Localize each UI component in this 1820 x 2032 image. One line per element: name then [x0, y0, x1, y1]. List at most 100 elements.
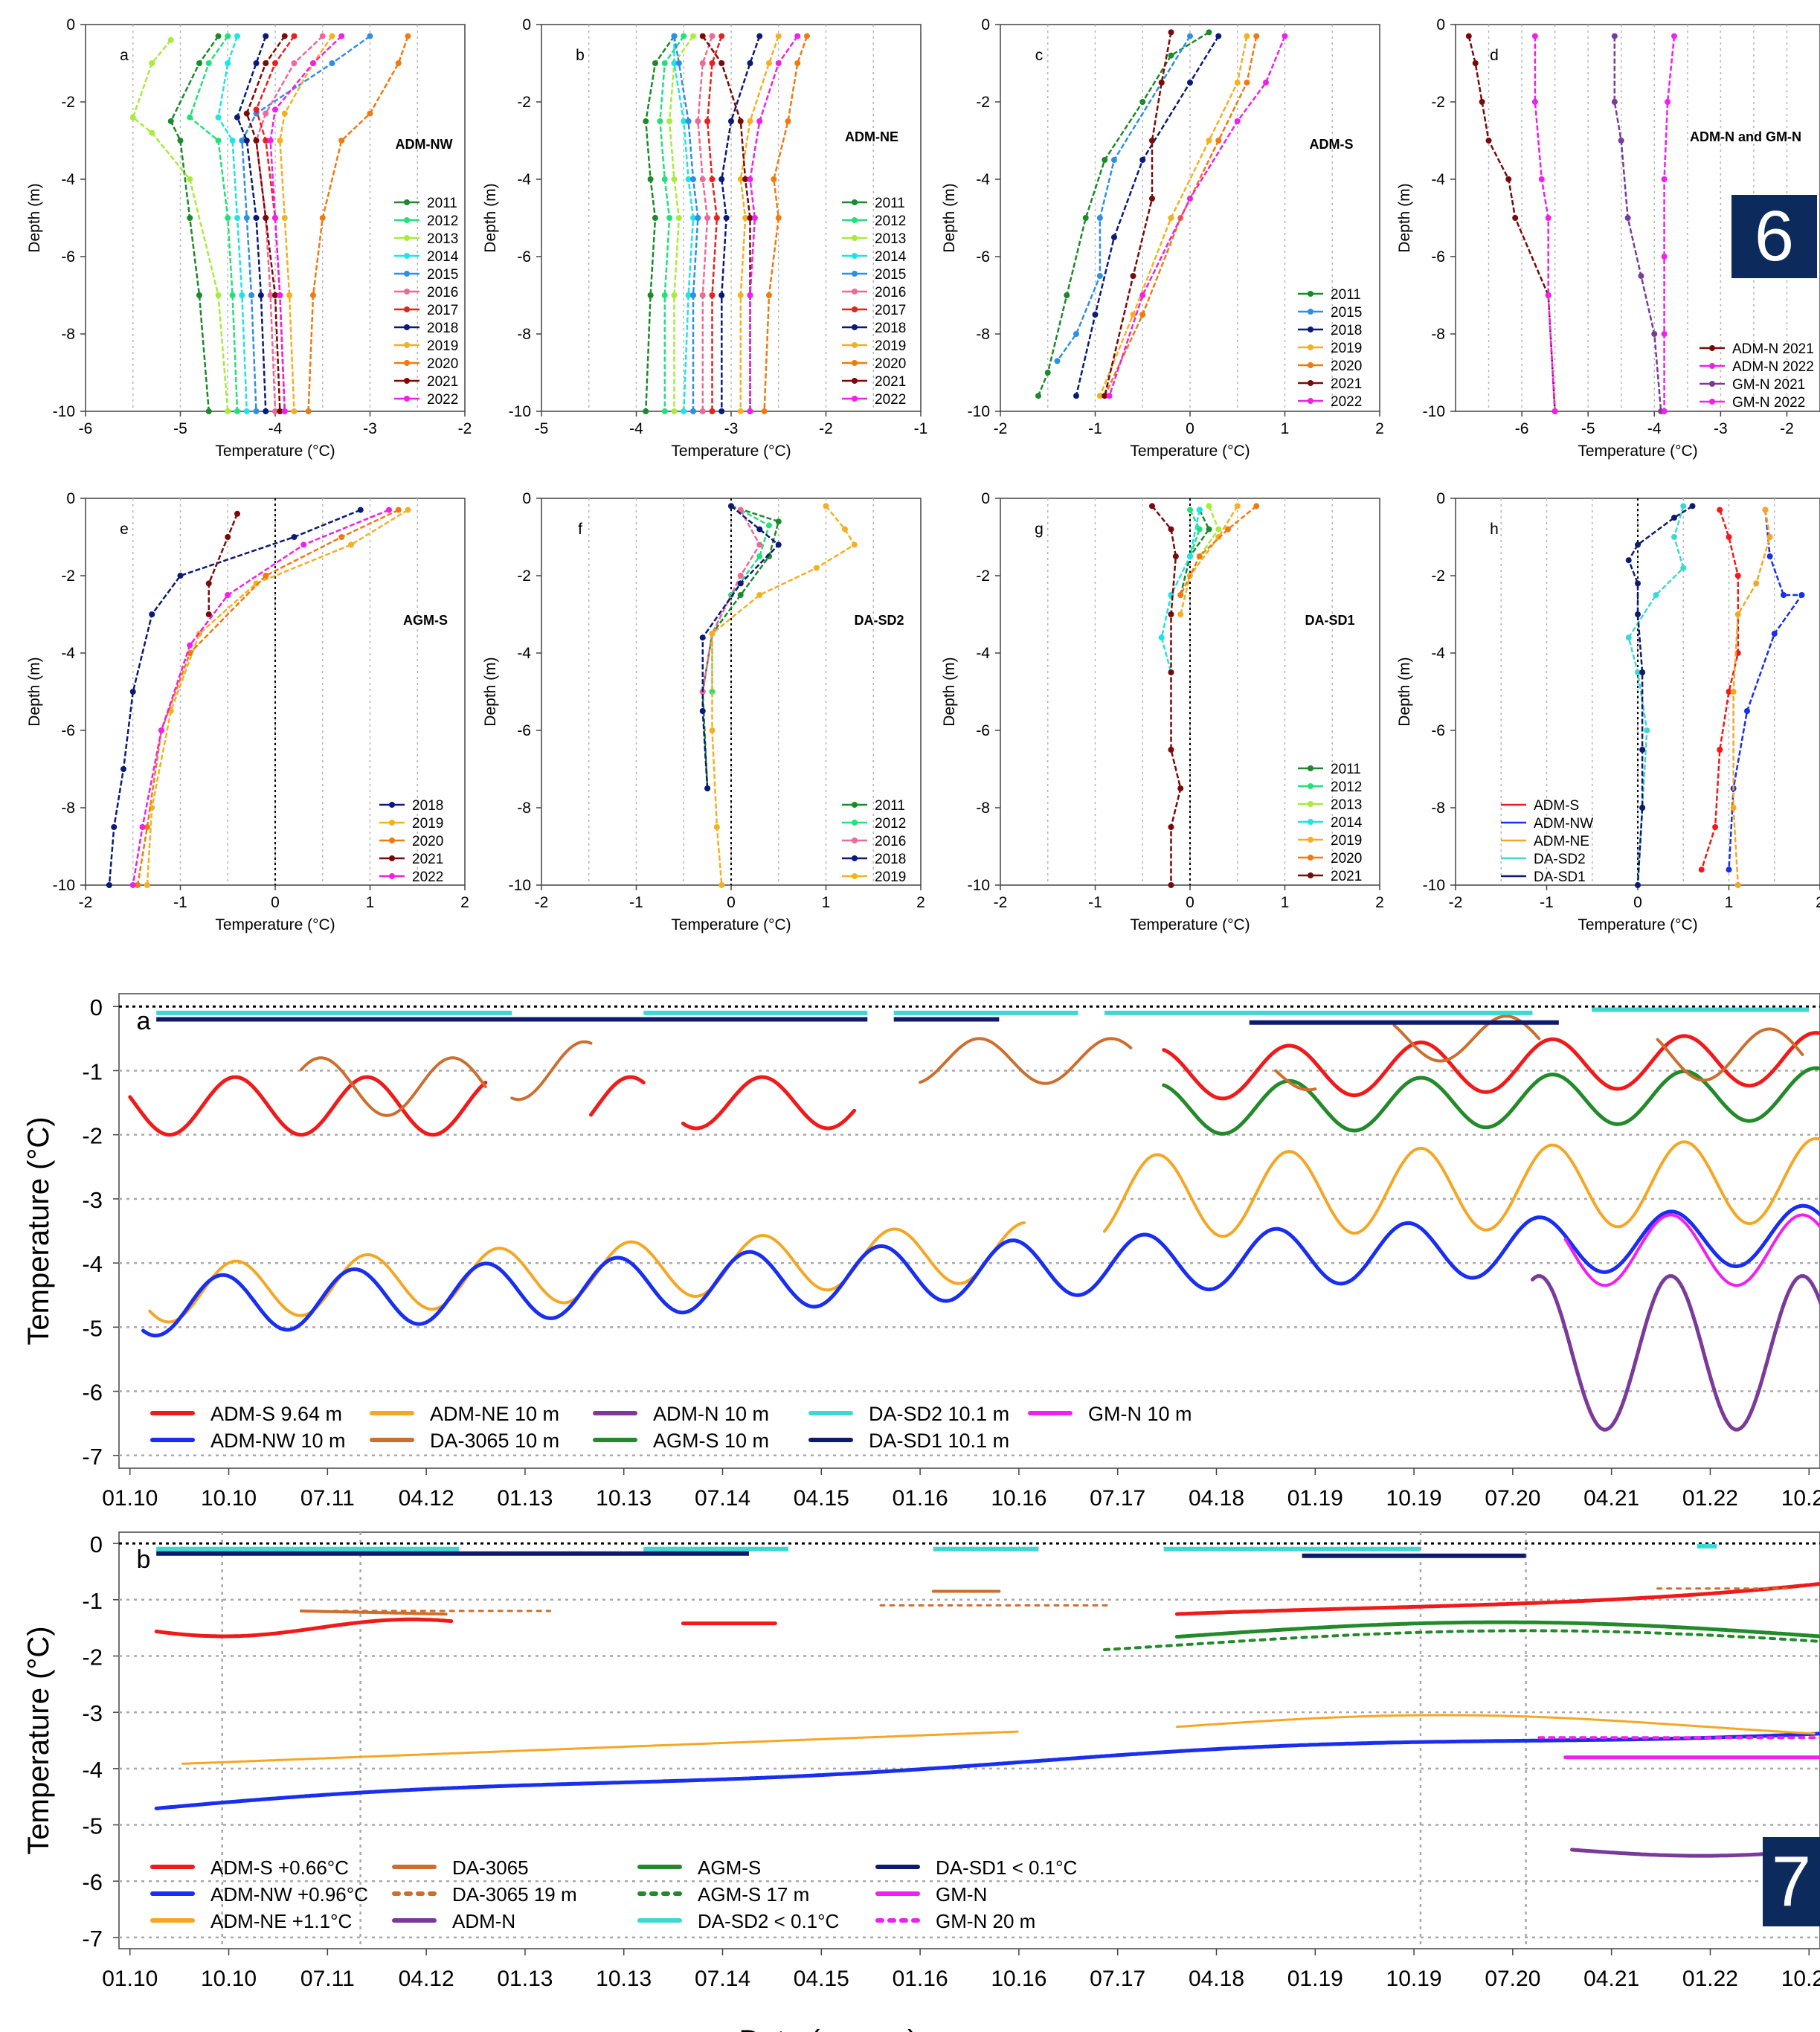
profile-panel-e-data-point [338, 534, 345, 540]
profile-panel-f-data-point [737, 592, 744, 598]
profile-panel-b-legend-marker [852, 253, 858, 259]
timeseries-panel-a-xtick-label: 01.10 [102, 1486, 158, 1511]
profile-panel-h-data-point [1671, 515, 1677, 521]
profile-panel-b-data-point [671, 176, 678, 182]
profile-panel-c-series-line [1075, 35, 1220, 396]
profile-panel-f-data-point [737, 580, 744, 587]
profile-panel-b-legend-label: 2013 [875, 231, 906, 247]
timeseries-panel-b-xtick-label: 01.10 [102, 1967, 158, 1991]
profile-panel-g-ytick-label: -10 [968, 877, 990, 894]
profile-panel-a-data-point [367, 33, 373, 39]
profile-panel-b-legend-label: 2014 [875, 249, 907, 265]
profile-panel-f-ytick-label: -4 [517, 645, 531, 662]
profile-panel-d-letter: d [1490, 47, 1499, 64]
profile-panel-c-ytick-label: -4 [976, 171, 990, 188]
profile-panel-a-data-point [215, 292, 222, 298]
profile-panel-e-data-point [106, 882, 112, 888]
profile-panel-h-ytick-label: -6 [1431, 722, 1445, 739]
profile-panel-a-data-point [225, 215, 231, 221]
profile-panel-e-data-point [234, 510, 240, 517]
profile-panel-a-legend-marker [404, 378, 410, 384]
profile-panel-b-data-point [751, 215, 758, 221]
profile-panel-f-data-point [851, 541, 858, 548]
profile-panel-f-data-point [704, 785, 711, 791]
profile-panel-g-legend-label: 2013 [1331, 797, 1362, 813]
timeseries-panel-a-xtick-label: 04.18 [1189, 1486, 1244, 1511]
profile-panel-g-data-point [1168, 669, 1174, 675]
profile-panel-c-data-point [1282, 33, 1288, 39]
profile-panel-g-legend-marker [1308, 837, 1313, 843]
profile-panel-c-data-point [1096, 273, 1103, 279]
profile-panel-a-data-point [319, 215, 326, 221]
profile-panel-g-data-point [1177, 785, 1184, 791]
profile-panel-b-ytick-label: 0 [522, 16, 531, 33]
profile-panel-c-data-point [1244, 80, 1250, 86]
profile-panel-a-data-point [291, 33, 298, 39]
profile-panel-f-data-point [709, 631, 716, 637]
figure-number-badge-7: 7 [1763, 1837, 1820, 1926]
profile-panel-a-legend-marker [404, 199, 410, 205]
profile-panel-g-data-point [1196, 507, 1203, 513]
profile-panel-b-data-point [695, 215, 701, 221]
timeseries-panel-b-ytick-label: -5 [82, 1813, 103, 1839]
profile-panel-a-legend-label: 2011 [427, 196, 457, 211]
profile-panel-e-ytick-label: -2 [61, 568, 75, 585]
series-da-3065-line [299, 1609, 448, 1616]
profile-panel-g-ytick-label: -4 [976, 645, 990, 662]
profile-panel-b-data-point [657, 118, 663, 124]
profile-panel-c-data-point [1064, 292, 1070, 298]
profile-panel-a-data-point [253, 138, 260, 144]
profile-panel-b-legend-marker [852, 360, 858, 366]
profile-panel-b-xtick-label: -1 [914, 420, 928, 437]
profile-panel-d-x-axis-title: Temperature (°C) [1578, 443, 1697, 460]
profile-panel-e-y-axis-title: Depth (m) [26, 657, 43, 726]
timeseries-panel-a-xtick-label: 01.13 [497, 1486, 553, 1511]
profile-panel-c-data-point [1106, 393, 1113, 399]
timeseries-panel-b-legend-label: ADM-NE +1.1°C [210, 1910, 352, 1932]
profile-panel-h-data-point [1726, 534, 1732, 540]
timeseries-panel-a-xtick-label: 10.13 [596, 1486, 652, 1511]
timeseries-panel-a-ytick-label: -5 [82, 1315, 103, 1341]
profile-panel-g-series-line [1180, 505, 1258, 596]
profile-panel-h-data-point [1798, 592, 1805, 598]
profile-panel-h-data-point [1766, 534, 1773, 540]
profile-panel-b-data-point [666, 215, 673, 221]
profile-panel-a-data-point [243, 215, 250, 221]
profile-panel-b-data-point [699, 292, 706, 298]
profile-panel-d-data-point [1661, 331, 1668, 337]
profile-panel-c-data-point [1234, 118, 1241, 124]
profile-panel-h-legend-label: DA-SD1 [1534, 869, 1586, 885]
timeseries-panel-a-xtick-label: 07.11 [300, 1486, 355, 1511]
profile-panel-g-data-point [1168, 824, 1174, 830]
profile-panel-a-legend-label: 2014 [427, 249, 459, 265]
profile-panel-g-ytick-label: 0 [981, 490, 990, 507]
profile-panel-f-ytick-label: -2 [517, 568, 531, 585]
timeseries-panel-a-xtick-label: 10.16 [991, 1486, 1046, 1511]
profile-panel-a-data-point [272, 408, 278, 414]
profile-panel-a-xtick-label: -3 [363, 420, 377, 437]
profile-panel-c-data-point [1244, 33, 1250, 39]
profile-panel-a-xtick-label: -2 [458, 420, 472, 437]
timeseries-panel-a-ytick-label: -7 [82, 1444, 103, 1470]
profile-panel-a-data-point [177, 138, 184, 144]
profile-panel-c-data-point [1096, 215, 1103, 221]
profile-panel-h-data-point [1644, 727, 1650, 733]
profile-panel-h-data-point [1781, 592, 1787, 598]
profile-panel-a-data-point [187, 114, 193, 120]
profile-panel-a-data-point [263, 215, 269, 221]
timeseries-panel-a-legend-label: AGM-S 10 m [653, 1430, 769, 1452]
timeseries-panel-b-xtick-label: 04.12 [399, 1967, 454, 1991]
profile-panel-f-data-point [842, 526, 848, 533]
series-adm-nw-line [141, 1203, 1820, 1338]
profile-panel-b-data-point [766, 292, 772, 298]
profile-panel-c-data-point [1215, 33, 1222, 39]
profile-panel-d-data-point [1472, 60, 1479, 66]
profile-panel-e-legend-label: 2022 [412, 869, 443, 885]
profile-panel-a-data-point [253, 106, 260, 113]
profile-panel-c-legend-marker [1308, 291, 1313, 297]
profile-panel-a-data-point [253, 60, 260, 66]
profile-panel-a-data-point [234, 215, 240, 221]
profile-panel-d-series-line [1663, 36, 1676, 411]
profile-panel-b-legend-label: 2017 [875, 303, 906, 318]
profile-panel-c-series-line [1099, 36, 1248, 396]
